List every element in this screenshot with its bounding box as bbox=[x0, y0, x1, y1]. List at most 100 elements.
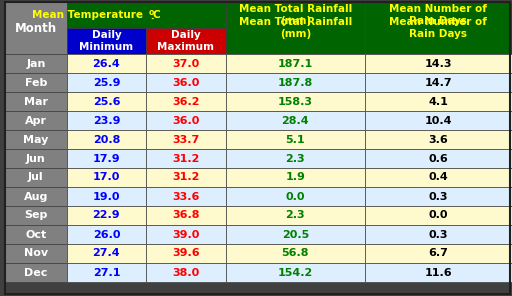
Bar bbox=[365, 187, 512, 206]
Text: Mean Temperature: Mean Temperature bbox=[32, 10, 146, 20]
Bar bbox=[67, 187, 146, 206]
Bar bbox=[365, 130, 512, 149]
Text: 0.0: 0.0 bbox=[286, 192, 305, 202]
Text: 23.9: 23.9 bbox=[93, 115, 120, 126]
Bar bbox=[5, 225, 67, 244]
Bar bbox=[67, 28, 146, 54]
Bar bbox=[67, 206, 146, 225]
Bar bbox=[5, 244, 67, 263]
Text: 28.4: 28.4 bbox=[282, 115, 309, 126]
Bar bbox=[226, 244, 365, 263]
Text: Mar: Mar bbox=[24, 96, 48, 107]
Text: Jun: Jun bbox=[26, 154, 46, 163]
Bar bbox=[146, 206, 226, 225]
Text: Sep: Sep bbox=[24, 210, 48, 221]
Bar bbox=[146, 130, 226, 149]
Text: 5.1: 5.1 bbox=[286, 134, 305, 144]
Text: 31.2: 31.2 bbox=[172, 154, 200, 163]
Text: 20.8: 20.8 bbox=[93, 134, 120, 144]
Text: Aug: Aug bbox=[24, 192, 48, 202]
Text: 36.8: 36.8 bbox=[172, 210, 200, 221]
Text: 187.8: 187.8 bbox=[278, 78, 313, 88]
Text: 158.3: 158.3 bbox=[278, 96, 313, 107]
Bar bbox=[146, 263, 226, 282]
Bar bbox=[5, 92, 67, 111]
Bar bbox=[226, 73, 365, 92]
Text: 14.3: 14.3 bbox=[424, 59, 452, 68]
Text: C: C bbox=[152, 10, 160, 20]
Bar bbox=[365, 225, 512, 244]
Bar bbox=[365, 168, 512, 187]
Bar bbox=[5, 2, 67, 54]
Text: Daily
Minimum: Daily Minimum bbox=[79, 30, 134, 52]
Bar bbox=[146, 28, 226, 54]
Bar bbox=[5, 263, 67, 282]
Text: 6.7: 6.7 bbox=[429, 249, 449, 258]
Text: 187.1: 187.1 bbox=[278, 59, 313, 68]
Text: 20.5: 20.5 bbox=[282, 229, 309, 239]
Text: 33.7: 33.7 bbox=[173, 134, 200, 144]
Text: 0.4: 0.4 bbox=[429, 173, 449, 183]
Bar bbox=[5, 130, 67, 149]
Bar bbox=[226, 263, 365, 282]
Bar bbox=[365, 2, 512, 28]
Bar bbox=[146, 244, 226, 263]
Bar bbox=[146, 111, 226, 130]
Bar bbox=[226, 130, 365, 149]
Text: 2.3: 2.3 bbox=[286, 210, 305, 221]
Text: 36.2: 36.2 bbox=[172, 96, 200, 107]
Bar bbox=[67, 73, 146, 92]
Bar bbox=[5, 111, 67, 130]
Text: Month: Month bbox=[15, 22, 57, 35]
Bar bbox=[365, 263, 512, 282]
Bar bbox=[365, 111, 512, 130]
Text: 10.4: 10.4 bbox=[424, 115, 452, 126]
Bar bbox=[226, 54, 365, 73]
Text: 22.9: 22.9 bbox=[93, 210, 120, 221]
Text: 0.3: 0.3 bbox=[429, 192, 448, 202]
Text: 26.4: 26.4 bbox=[93, 59, 120, 68]
Text: 14.7: 14.7 bbox=[424, 78, 452, 88]
Bar bbox=[5, 54, 67, 73]
Text: Mean Number of
Rain Days: Mean Number of Rain Days bbox=[390, 4, 487, 26]
Text: 2.3: 2.3 bbox=[286, 154, 305, 163]
Bar bbox=[365, 54, 512, 73]
Text: 36.0: 36.0 bbox=[172, 115, 200, 126]
Bar bbox=[67, 225, 146, 244]
Text: Jan: Jan bbox=[26, 59, 46, 68]
Text: 39.6: 39.6 bbox=[172, 249, 200, 258]
Bar bbox=[67, 2, 226, 28]
Text: Apr: Apr bbox=[25, 115, 47, 126]
Text: 25.9: 25.9 bbox=[93, 78, 120, 88]
Text: 25.6: 25.6 bbox=[93, 96, 120, 107]
Text: 33.6: 33.6 bbox=[172, 192, 200, 202]
Bar bbox=[5, 187, 67, 206]
Text: Mean Total Rainfall
(mm): Mean Total Rainfall (mm) bbox=[239, 4, 352, 26]
Bar bbox=[67, 54, 146, 73]
Text: 17.0: 17.0 bbox=[93, 173, 120, 183]
Text: Oct: Oct bbox=[25, 229, 47, 239]
Bar bbox=[146, 225, 226, 244]
Text: 154.2: 154.2 bbox=[278, 268, 313, 278]
Bar bbox=[226, 168, 365, 187]
Text: 27.1: 27.1 bbox=[93, 268, 120, 278]
Bar bbox=[146, 54, 226, 73]
Bar bbox=[67, 244, 146, 263]
Bar bbox=[146, 168, 226, 187]
Bar bbox=[226, 111, 365, 130]
Text: May: May bbox=[23, 134, 49, 144]
Text: 56.8: 56.8 bbox=[282, 249, 309, 258]
Bar bbox=[365, 2, 512, 54]
Text: 38.0: 38.0 bbox=[173, 268, 200, 278]
Bar bbox=[67, 111, 146, 130]
Bar bbox=[67, 168, 146, 187]
Text: o: o bbox=[148, 7, 154, 17]
Text: 3.6: 3.6 bbox=[429, 134, 449, 144]
Bar bbox=[226, 225, 365, 244]
Text: 11.6: 11.6 bbox=[424, 268, 452, 278]
Bar bbox=[226, 187, 365, 206]
Bar bbox=[226, 206, 365, 225]
Text: 1.9: 1.9 bbox=[285, 173, 305, 183]
Text: 31.2: 31.2 bbox=[172, 173, 200, 183]
Bar bbox=[67, 263, 146, 282]
